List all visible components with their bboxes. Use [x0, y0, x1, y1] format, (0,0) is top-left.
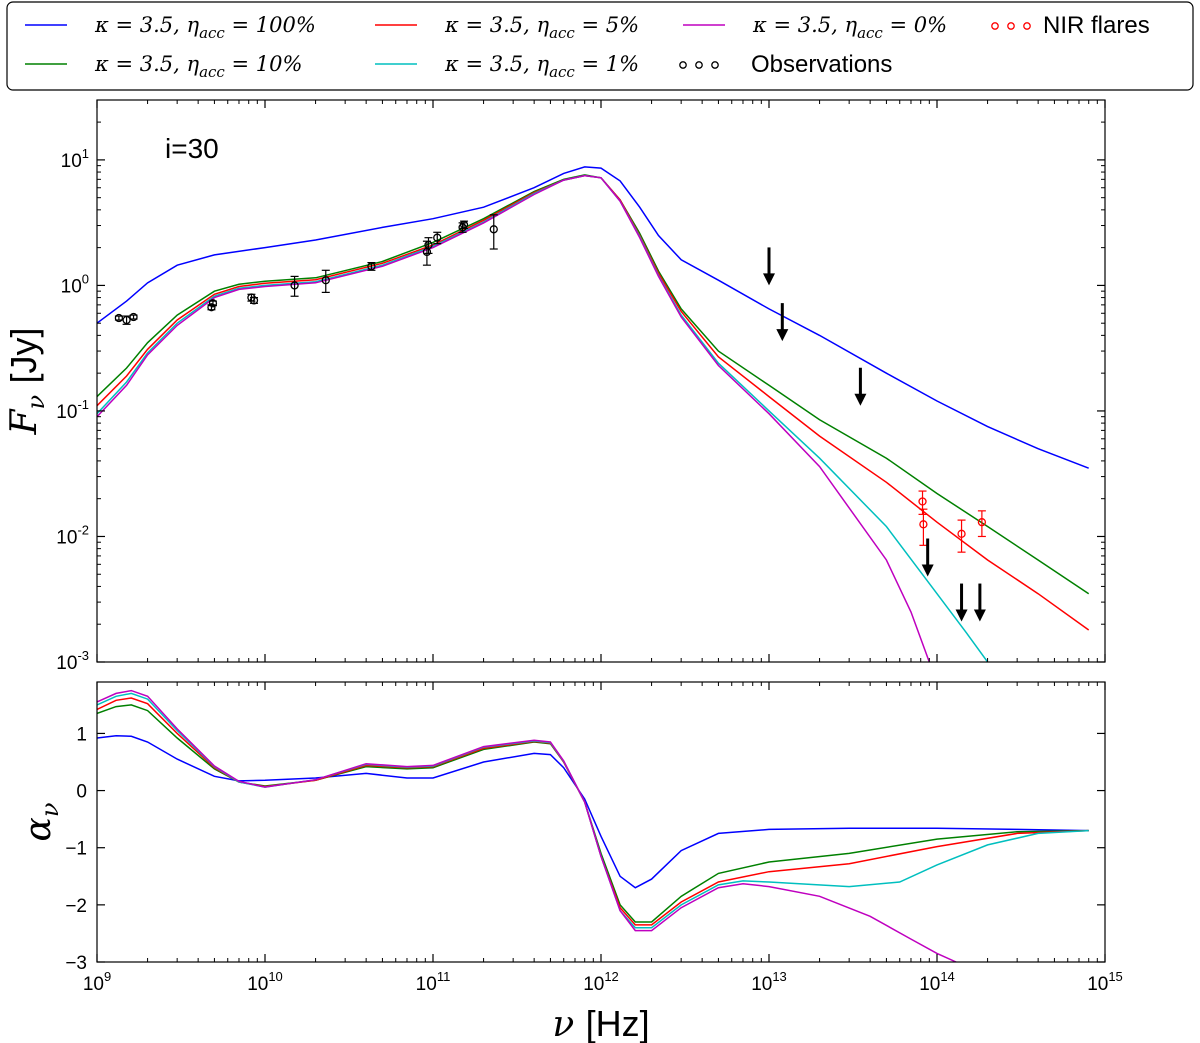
sed-frame: [96, 99, 1106, 663]
y-tick-label: −1: [65, 839, 87, 860]
nir-flare-point: [918, 497, 927, 506]
legend-label: Observations: [751, 51, 892, 78]
sed-y-axis-label: Fν [Jy]: [3, 327, 50, 435]
x-tick-label: 1011: [416, 969, 451, 995]
y-tick-label: 1: [76, 724, 87, 745]
alpha-series-line-3: [97, 692, 1089, 929]
alpha-series-group: [97, 689, 1089, 962]
observation-point: [208, 299, 218, 308]
legend-item: κ = 3.5, ηacc = 100%: [25, 13, 316, 42]
alpha-series-line-2: [97, 697, 1089, 926]
observation-point: [424, 240, 433, 250]
x-tick-label: 1010: [247, 969, 283, 995]
legend-label: κ = 3.5, ηacc = 100%: [94, 13, 316, 42]
legend-item: κ = 3.5, ηacc = 5%: [375, 13, 639, 42]
observation-point: [459, 220, 469, 229]
legend-label: κ = 3.5, ηacc = 5%: [444, 13, 639, 42]
sed-series-group: [97, 166, 1090, 662]
legend-item: κ = 3.5, ηacc = 0%: [683, 13, 947, 42]
upper-limit-arrow: [763, 247, 775, 286]
nir-flare-point: [957, 529, 966, 538]
upper-limit-arrow: [973, 583, 986, 622]
legend-item: Observations: [679, 51, 892, 78]
x-axis-label: ν [Hz]: [552, 1003, 649, 1043]
sed-panel: 10-3 10-2 10-1 100 101 i=30 Fν [Jy]: [3, 99, 1106, 674]
legend-item: κ = 3.5, ηacc = 10%: [25, 52, 302, 81]
legend-marker-swatch: [695, 61, 703, 69]
y-tick-label: 100: [61, 271, 89, 297]
legend-box: [6, 1, 1194, 91]
observation-point: [207, 303, 216, 312]
alpha-frame: [96, 681, 1106, 963]
alpha-series-line-1: [97, 704, 1089, 923]
nir-flare-point: [977, 518, 987, 527]
y-tick-label: −2: [65, 896, 87, 917]
observation-point: [122, 315, 131, 325]
y-tick-label: 10-1: [56, 397, 89, 423]
legend-label: κ = 3.5, ηacc = 0%: [752, 13, 947, 42]
upper-limit-arrow: [955, 583, 968, 622]
legend-item: NIR flares: [991, 12, 1150, 39]
sed-series-line-3: [97, 174, 989, 662]
legend-marker-swatch: [1007, 22, 1015, 30]
sed-series-line-1: [97, 174, 1090, 595]
sed-series-line-4: [97, 174, 931, 662]
legend-label: κ = 3.5, ηacc = 10%: [94, 52, 302, 81]
x-tick-label: 1014: [919, 969, 955, 995]
legend-marker-swatch: [711, 61, 719, 69]
legend-item: κ = 3.5, ηacc = 1%: [375, 52, 639, 81]
alpha-series-line-4: [97, 689, 957, 962]
x-tick-label: 1012: [583, 969, 619, 995]
legend: κ = 3.5, ηacc = 100% κ = 3.5, ηacc = 5% κ …: [6, 1, 1194, 91]
legend-marker-swatch: [991, 22, 999, 30]
observation-point: [433, 233, 442, 242]
nir-flare-point: [919, 520, 928, 529]
observation-point: [249, 296, 259, 305]
observation-point: [114, 313, 124, 323]
y-tick-label: 10-2: [56, 522, 89, 548]
y-tick-label: 10-3: [56, 648, 89, 674]
legend-marker-swatch: [1023, 22, 1031, 30]
sed-series-line-0: [97, 166, 1089, 469]
legend-label: NIR flares: [1043, 12, 1150, 39]
alpha-y-axis-label: αν: [18, 803, 64, 842]
observation-point: [489, 225, 498, 234]
legend-marker-swatch: [679, 61, 687, 69]
upper-limit-arrow: [921, 538, 934, 577]
x-tick-label: 1013: [751, 969, 787, 995]
x-tick-label: 1015: [1087, 969, 1123, 995]
x-tick-label: 109: [83, 969, 111, 995]
alpha-series-line-0: [97, 734, 1089, 889]
y-tick-label: 101: [61, 146, 89, 172]
y-tick-label: −3: [65, 953, 87, 974]
legend-label: κ = 3.5, ηacc = 1%: [444, 52, 639, 81]
observation-point: [129, 312, 138, 322]
y-tick-label: 0: [76, 782, 87, 803]
observation-point: [321, 276, 330, 285]
inclination-annotation: i=30: [165, 133, 219, 164]
observation-point: [367, 262, 376, 271]
upper-limit-arrow: [854, 367, 867, 406]
observation-point: [290, 281, 299, 290]
upper-limit-arrow: [776, 303, 789, 342]
